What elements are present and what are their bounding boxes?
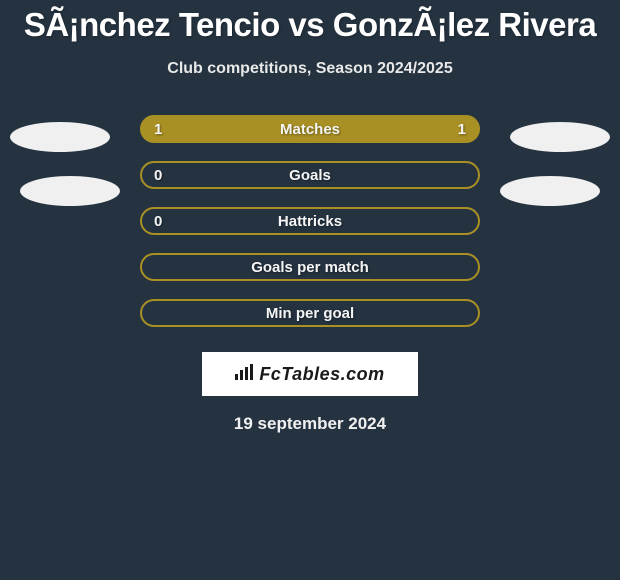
stat-value-left: 1 [154,121,162,138]
stat-bar: 1 Matches 1 [140,115,480,143]
stat-row-min-per-goal: Min per goal [0,290,620,336]
chart-icon [235,364,255,385]
stat-value-left: 0 [154,167,162,184]
stat-row-goals: 0 Goals [0,152,620,198]
stat-bar: Goals per match [140,253,480,281]
stat-bar: 0 Hattricks [140,207,480,235]
stat-label: Hattricks [278,213,342,230]
stat-row-matches: 1 Matches 1 [0,106,620,152]
stat-bar: 0 Goals [140,161,480,189]
stat-row-goals-per-match: Goals per match [0,244,620,290]
comparison-title: SÃ¡nchez Tencio vs GonzÃ¡lez Rivera [0,0,620,44]
stat-label: Matches [280,121,340,138]
generation-date: 19 september 2024 [0,414,620,434]
comparison-subtitle: Club competitions, Season 2024/2025 [0,60,620,78]
stats-container: 1 Matches 1 0 Goals 0 Hattricks Goals pe… [0,106,620,336]
stat-label: Min per goal [266,305,354,322]
stat-label: Goals per match [251,259,369,276]
stat-label: Goals [289,167,331,184]
stat-value-left: 0 [154,213,162,230]
brand-text: FcTables.com [259,364,384,385]
brand-badge[interactable]: FcTables.com [202,352,418,396]
stat-bar: Min per goal [140,299,480,327]
stat-row-hattricks: 0 Hattricks [0,198,620,244]
stat-value-right: 1 [458,121,466,138]
